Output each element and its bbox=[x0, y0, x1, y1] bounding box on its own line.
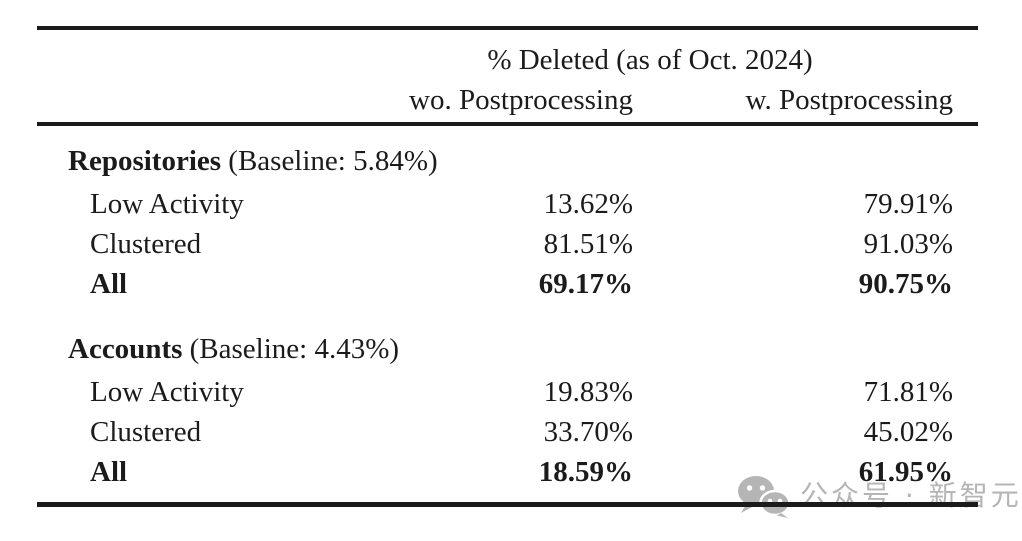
empty-header-cell bbox=[37, 78, 347, 124]
value-w-postprocessing: 79.91% bbox=[863, 188, 953, 220]
column-header-w-postprocessing: w. Postprocessing bbox=[745, 84, 953, 116]
section-baseline-note: (Baseline: 4.43%) bbox=[189, 333, 400, 365]
value-w-postprocessing: 45.02% bbox=[863, 416, 953, 448]
value-wo-postprocessing: 81.51% bbox=[543, 228, 633, 260]
value-wo-postprocessing: 69.17% bbox=[538, 268, 633, 300]
spacer-row bbox=[37, 492, 978, 504]
value-wo-postprocessing: 13.62% bbox=[543, 188, 633, 220]
section-name: Accounts bbox=[68, 333, 183, 365]
section-name: Repositories bbox=[68, 145, 222, 177]
value-w-postprocessing: 71.81% bbox=[863, 376, 953, 408]
table-row-all: All 69.17% 90.75% bbox=[37, 264, 978, 304]
row-label: Clustered bbox=[90, 416, 202, 448]
table-row: Low Activity 19.83% 71.81% bbox=[37, 372, 978, 412]
row-label: All bbox=[90, 456, 128, 488]
value-wo-postprocessing: 18.59% bbox=[538, 456, 633, 488]
section-baseline-note: (Baseline: 5.84%) bbox=[228, 145, 438, 177]
row-label: Low Activity bbox=[90, 376, 244, 408]
table-row-all: All 18.59% 61.95% bbox=[37, 452, 978, 492]
watermark-text: 公众号 · 新智元 bbox=[800, 479, 1022, 512]
table-header: % Deleted (as of Oct. 2024) wo. Postproc… bbox=[37, 28, 978, 124]
column-header-wo-postprocessing: wo. Postprocessing bbox=[409, 84, 633, 116]
spacer-cell bbox=[37, 492, 978, 504]
table-row: Clustered 33.70% 45.02% bbox=[37, 412, 978, 452]
row-label: Low Activity bbox=[90, 188, 244, 220]
empty-header-cell bbox=[37, 28, 347, 78]
watermark: 公众号 · 新智元 bbox=[736, 474, 1022, 518]
column-header-row: wo. Postprocessing w. Postprocessing bbox=[37, 78, 978, 124]
spanning-column-title: % Deleted (as of Oct. 2024) bbox=[487, 44, 813, 76]
section-header-cell: Repositories (Baseline: 5.84%) bbox=[37, 124, 978, 184]
section-header-repositories: Repositories (Baseline: 5.84%) bbox=[37, 124, 978, 184]
table-row: Low Activity 13.62% 79.91% bbox=[37, 184, 978, 224]
value-w-postprocessing: 90.75% bbox=[858, 268, 953, 300]
table-row: Clustered 81.51% 91.03% bbox=[37, 224, 978, 264]
value-w-postprocessing: 61.95% bbox=[858, 456, 953, 488]
results-table: % Deleted (as of Oct. 2024) wo. Postproc… bbox=[37, 26, 978, 507]
value-wo-postprocessing: 19.83% bbox=[543, 376, 633, 408]
row-label: All bbox=[90, 268, 128, 300]
value-w-postprocessing: 91.03% bbox=[863, 228, 953, 260]
section-header-accounts: Accounts (Baseline: 4.43%) bbox=[37, 304, 978, 372]
spanning-header-row: % Deleted (as of Oct. 2024) bbox=[37, 28, 978, 78]
section-header-cell: Accounts (Baseline: 4.43%) bbox=[37, 304, 978, 372]
row-label: Clustered bbox=[90, 228, 202, 260]
value-wo-postprocessing: 33.70% bbox=[543, 416, 633, 448]
